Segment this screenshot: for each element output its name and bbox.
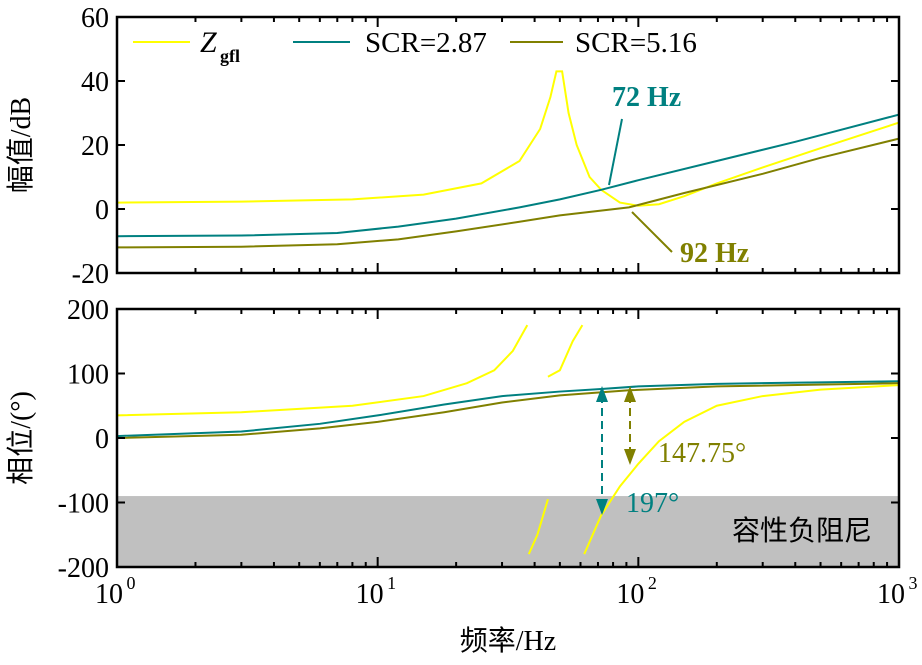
leader-72hz	[608, 118, 623, 186]
phase-ylabel: 相位/(°)	[5, 391, 37, 485]
y-tick-label: -200	[58, 553, 109, 584]
series-zgfl-line	[117, 324, 529, 417]
y-tick-label: 200	[67, 295, 109, 326]
leader-92hz	[631, 211, 673, 253]
x-tick-label: 10	[356, 579, 384, 610]
y-tick-label: 60	[81, 3, 109, 34]
x-tick-exponent: 3	[909, 573, 918, 593]
y-tick-label: -20	[72, 259, 109, 290]
magnitude-panel: -20 0 20 40 60	[72, 3, 901, 290]
legend-label-scr516: SCR=5.16	[575, 27, 697, 59]
x-tick-label: 10	[95, 579, 123, 610]
series-scr-5-16-line	[117, 137, 899, 249]
series-scr-5-16-line	[117, 382, 899, 439]
y-tick-label: 20	[81, 131, 109, 162]
annotation-72hz: 72 Hz	[612, 82, 681, 113]
legend-label-scr287: SCR=2.87	[365, 27, 487, 59]
x-tick-exponent: 0	[127, 573, 136, 593]
arrow-197	[596, 386, 608, 515]
x-tick-label: 10	[616, 579, 644, 610]
region-label: 容性负阻尼	[732, 515, 872, 547]
series-zgfl-line	[117, 70, 899, 207]
magnitude-ylabel: 幅值/dB	[5, 97, 37, 193]
annotation-197: 197°	[626, 488, 679, 519]
legend-label-zgfl-sub: gfl	[220, 46, 240, 66]
series-zgfl-line	[547, 324, 584, 378]
annotation-92hz: 92 Hz	[680, 238, 749, 269]
series-scr-2-87-line	[117, 113, 899, 238]
series-zgfl-line	[527, 498, 549, 555]
y-tick-label: 0	[95, 195, 109, 226]
y-tick-label: 0	[95, 424, 109, 455]
x-tick-exponent: 2	[648, 573, 657, 593]
y-tick-label: -100	[58, 489, 109, 520]
x-tick-label: 10	[877, 579, 905, 610]
y-tick-label: 100	[67, 360, 109, 391]
legend-label-zgfl: Z	[200, 26, 217, 59]
capacitive-negative-damping-region	[117, 496, 899, 567]
series-zgfl-line	[583, 384, 899, 555]
x-axis-label: 频率/Hz	[460, 625, 556, 657]
x-tick-exponent: 1	[387, 573, 396, 593]
series-scr-2-87-line	[117, 380, 899, 438]
arrow-147-75	[624, 386, 636, 465]
annotation-147-75: 147.75°	[658, 438, 746, 469]
y-tick-label: 40	[81, 67, 109, 98]
